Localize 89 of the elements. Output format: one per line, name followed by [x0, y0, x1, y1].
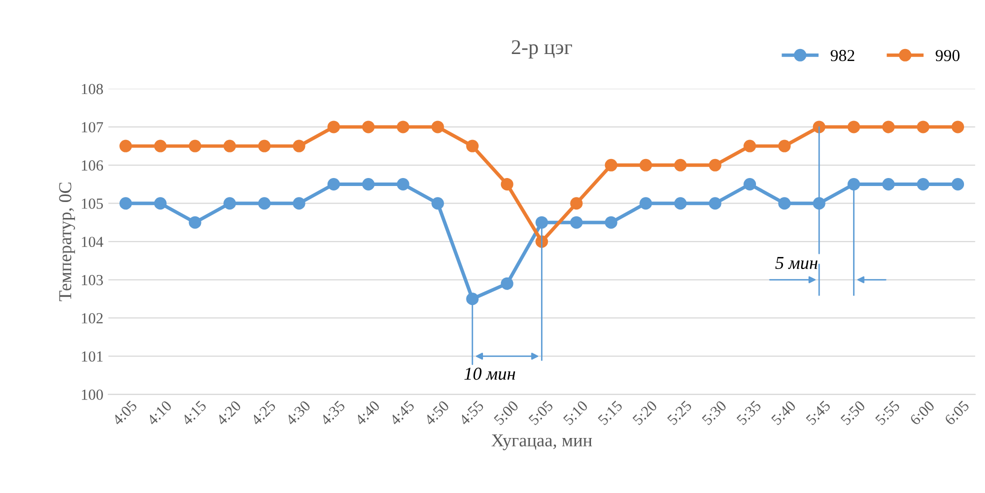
point	[640, 158, 652, 172]
x-tick-label: 5:50	[840, 400, 866, 426]
y-tick-label: 108	[82, 84, 103, 94]
point	[952, 178, 964, 191]
x-tick-label: 5:35	[736, 400, 762, 426]
y-tick-label: 104	[82, 236, 104, 248]
point	[744, 140, 756, 152]
x-tick-label: 4:35	[320, 400, 346, 426]
y-tick-label: 102	[82, 313, 103, 324]
point	[570, 197, 583, 210]
point	[188, 140, 202, 152]
y-tick-label: 100	[82, 390, 103, 400]
x-tick-label: 4:25	[250, 400, 276, 426]
x-tick-label: 5:00	[494, 400, 520, 426]
point	[466, 292, 479, 306]
x-tick-label: 5:45	[806, 400, 832, 426]
y-tick-label: 106	[82, 160, 104, 171]
point	[640, 197, 652, 210]
y-axis-title: Температур, 0С	[59, 182, 76, 302]
point	[362, 120, 375, 134]
point	[500, 178, 514, 191]
x-tick-label: 5:55	[875, 400, 900, 426]
point	[778, 140, 791, 152]
y-tick-label: 101	[82, 351, 103, 362]
point	[223, 140, 236, 152]
point	[327, 120, 340, 134]
y-tick-label: 105	[82, 198, 103, 209]
x-tick-label: 4:45	[389, 400, 415, 426]
point	[327, 178, 340, 191]
x-tick-label: 5:30	[702, 400, 728, 426]
point	[570, 216, 583, 229]
legend-label: 990	[936, 50, 960, 62]
x-tick-label: 5:20	[632, 400, 658, 426]
annotation: 10 мин	[464, 368, 516, 380]
x-tick-label: 4:50	[424, 400, 450, 426]
x-tick-label: 5:10	[562, 400, 588, 426]
annotation: 5 мин	[775, 257, 818, 270]
point	[396, 120, 410, 134]
point	[848, 120, 860, 134]
point	[882, 120, 895, 134]
x-tick-label: 4:40	[354, 400, 380, 426]
point	[916, 120, 930, 134]
point	[536, 216, 548, 229]
x-tick-label: 4:55	[458, 400, 484, 426]
point	[188, 216, 202, 229]
x-tick-label: 6:05	[944, 400, 970, 426]
point	[952, 120, 964, 134]
point	[674, 158, 687, 172]
x-tick-label: 4:30	[285, 400, 311, 426]
point	[154, 140, 167, 152]
x-tick-label: 5:15	[598, 400, 624, 426]
point	[154, 197, 167, 210]
point	[604, 216, 618, 229]
point	[258, 197, 271, 210]
point	[778, 197, 791, 210]
point	[708, 158, 722, 172]
x-tick-label: 4:10	[146, 400, 172, 426]
point	[744, 178, 756, 191]
point	[466, 140, 479, 152]
point	[674, 197, 687, 210]
point	[812, 120, 826, 134]
point	[431, 197, 444, 210]
x-axis-title: Хугацаа, мин	[491, 434, 592, 450]
point	[431, 120, 444, 134]
x-tick-label: 4:20	[216, 400, 242, 426]
y-tick-label: 103	[82, 274, 103, 286]
point	[362, 178, 375, 191]
x-tick-label: 4:15	[181, 400, 207, 426]
point	[708, 197, 722, 210]
y-tick-label: 107	[82, 122, 104, 132]
x-tick-label: 5:05	[528, 400, 554, 426]
point	[882, 178, 895, 191]
point	[119, 140, 132, 152]
point	[292, 197, 306, 210]
x-tick-label: 4:05	[112, 400, 138, 426]
x-tick-label: 5:25	[666, 400, 692, 426]
point	[223, 197, 236, 210]
point	[292, 140, 306, 152]
point	[604, 158, 618, 172]
point	[848, 178, 860, 191]
chart-title: 2-р цэг	[512, 40, 572, 58]
point	[258, 140, 271, 152]
point	[500, 277, 514, 290]
x-tick-label: 5:40	[770, 400, 796, 426]
point	[396, 178, 410, 191]
point	[119, 197, 132, 210]
x-tick-label: 6:00	[909, 400, 936, 426]
legend-label: 982	[830, 50, 854, 62]
point	[916, 178, 930, 191]
